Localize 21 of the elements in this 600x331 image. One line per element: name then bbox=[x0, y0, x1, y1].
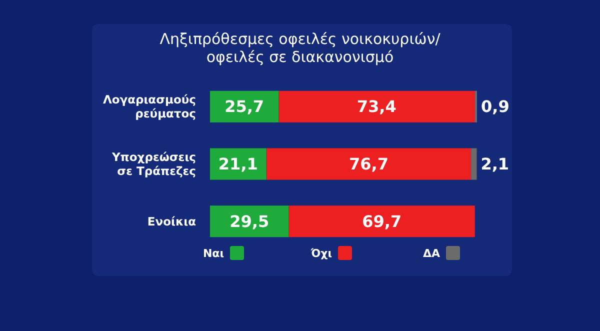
legend-label: Όχι bbox=[310, 246, 332, 260]
data-label: 2,1 bbox=[480, 154, 510, 174]
bar bbox=[278, 90, 475, 122]
data-label: 69,7 bbox=[362, 212, 402, 231]
data-label: 76,7 bbox=[348, 154, 388, 174]
chart-title: Ληξιπρόθεσμες οφειλές νοικοκυριών/ οφειλές σε διακανονισμό bbox=[160, 30, 442, 66]
y-tick-label: Ενοίκια bbox=[147, 214, 196, 228]
data-label: 29,5 bbox=[230, 212, 270, 231]
bar bbox=[471, 148, 477, 180]
bar bbox=[210, 206, 289, 238]
y-tick-label: Λογαριασμούς ρεύματος bbox=[102, 92, 196, 121]
y-tick-label: Υποχρεώσεις σε Τράπεζες bbox=[110, 150, 196, 178]
bar bbox=[288, 206, 475, 238]
data-label: 73,4 bbox=[356, 97, 396, 116]
bar bbox=[266, 148, 472, 180]
legend-label: Ναι bbox=[202, 246, 224, 260]
data-label: 0,9 bbox=[481, 97, 510, 116]
bar bbox=[210, 148, 266, 180]
legend-label: ΔΑ bbox=[422, 246, 440, 260]
data-label: 25,7 bbox=[224, 97, 264, 116]
data-label: 21,1 bbox=[218, 154, 258, 174]
